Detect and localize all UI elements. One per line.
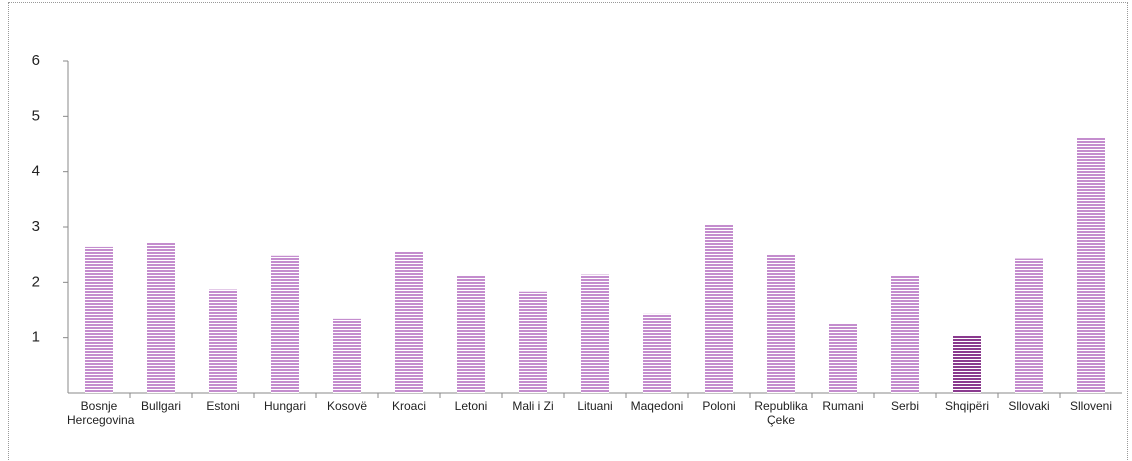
x-tick-label: Letoni — [454, 399, 488, 413]
x-tick-label: Maqedoni — [630, 399, 684, 413]
x-tick-label: Hungari — [263, 399, 307, 413]
bar — [457, 275, 485, 393]
x-tick-label: Bosnje Hercegovina — [67, 399, 135, 427]
bar — [271, 255, 299, 393]
x-tick-label: Slloveni — [1069, 399, 1113, 413]
x-tick-label: Lituani — [577, 399, 613, 413]
x-tick-label: Mali i Zi — [512, 399, 554, 413]
bar — [705, 224, 733, 393]
y-tick-label: 3 — [32, 218, 40, 235]
bar — [1077, 137, 1105, 393]
frame — [8, 2, 1128, 461]
x-tick-label: Republika Çeke — [754, 399, 808, 427]
bar — [581, 274, 609, 393]
x-tick-label: Bullgari — [140, 399, 182, 413]
bar — [1015, 258, 1043, 393]
y-tick-label: 2 — [32, 273, 40, 290]
bar — [767, 254, 795, 393]
x-tick-label: Kosovë — [326, 399, 368, 413]
bar — [829, 323, 857, 393]
bar — [953, 335, 981, 393]
x-tick-label: Rumani — [822, 399, 864, 413]
y-tick-label: 6 — [32, 52, 40, 69]
bar — [891, 275, 919, 393]
x-tick-label: Poloni — [702, 399, 736, 413]
bar — [209, 289, 237, 393]
x-tick-label: Shqipëri — [944, 399, 990, 413]
bar — [519, 291, 547, 393]
bar — [85, 246, 113, 393]
y-tick-label: 1 — [32, 329, 40, 346]
x-tick-label: Serbi — [890, 399, 919, 413]
bar — [333, 318, 361, 393]
bar — [147, 242, 175, 393]
x-tick-label: Sllovaki — [1008, 399, 1050, 413]
x-tick-label: Kroaci — [391, 399, 426, 413]
x-tick-label: Estoni — [206, 399, 240, 413]
bar — [395, 251, 423, 393]
y-tick-label: 5 — [32, 107, 40, 124]
y-tick-label: 4 — [32, 163, 40, 180]
bar — [643, 313, 671, 393]
